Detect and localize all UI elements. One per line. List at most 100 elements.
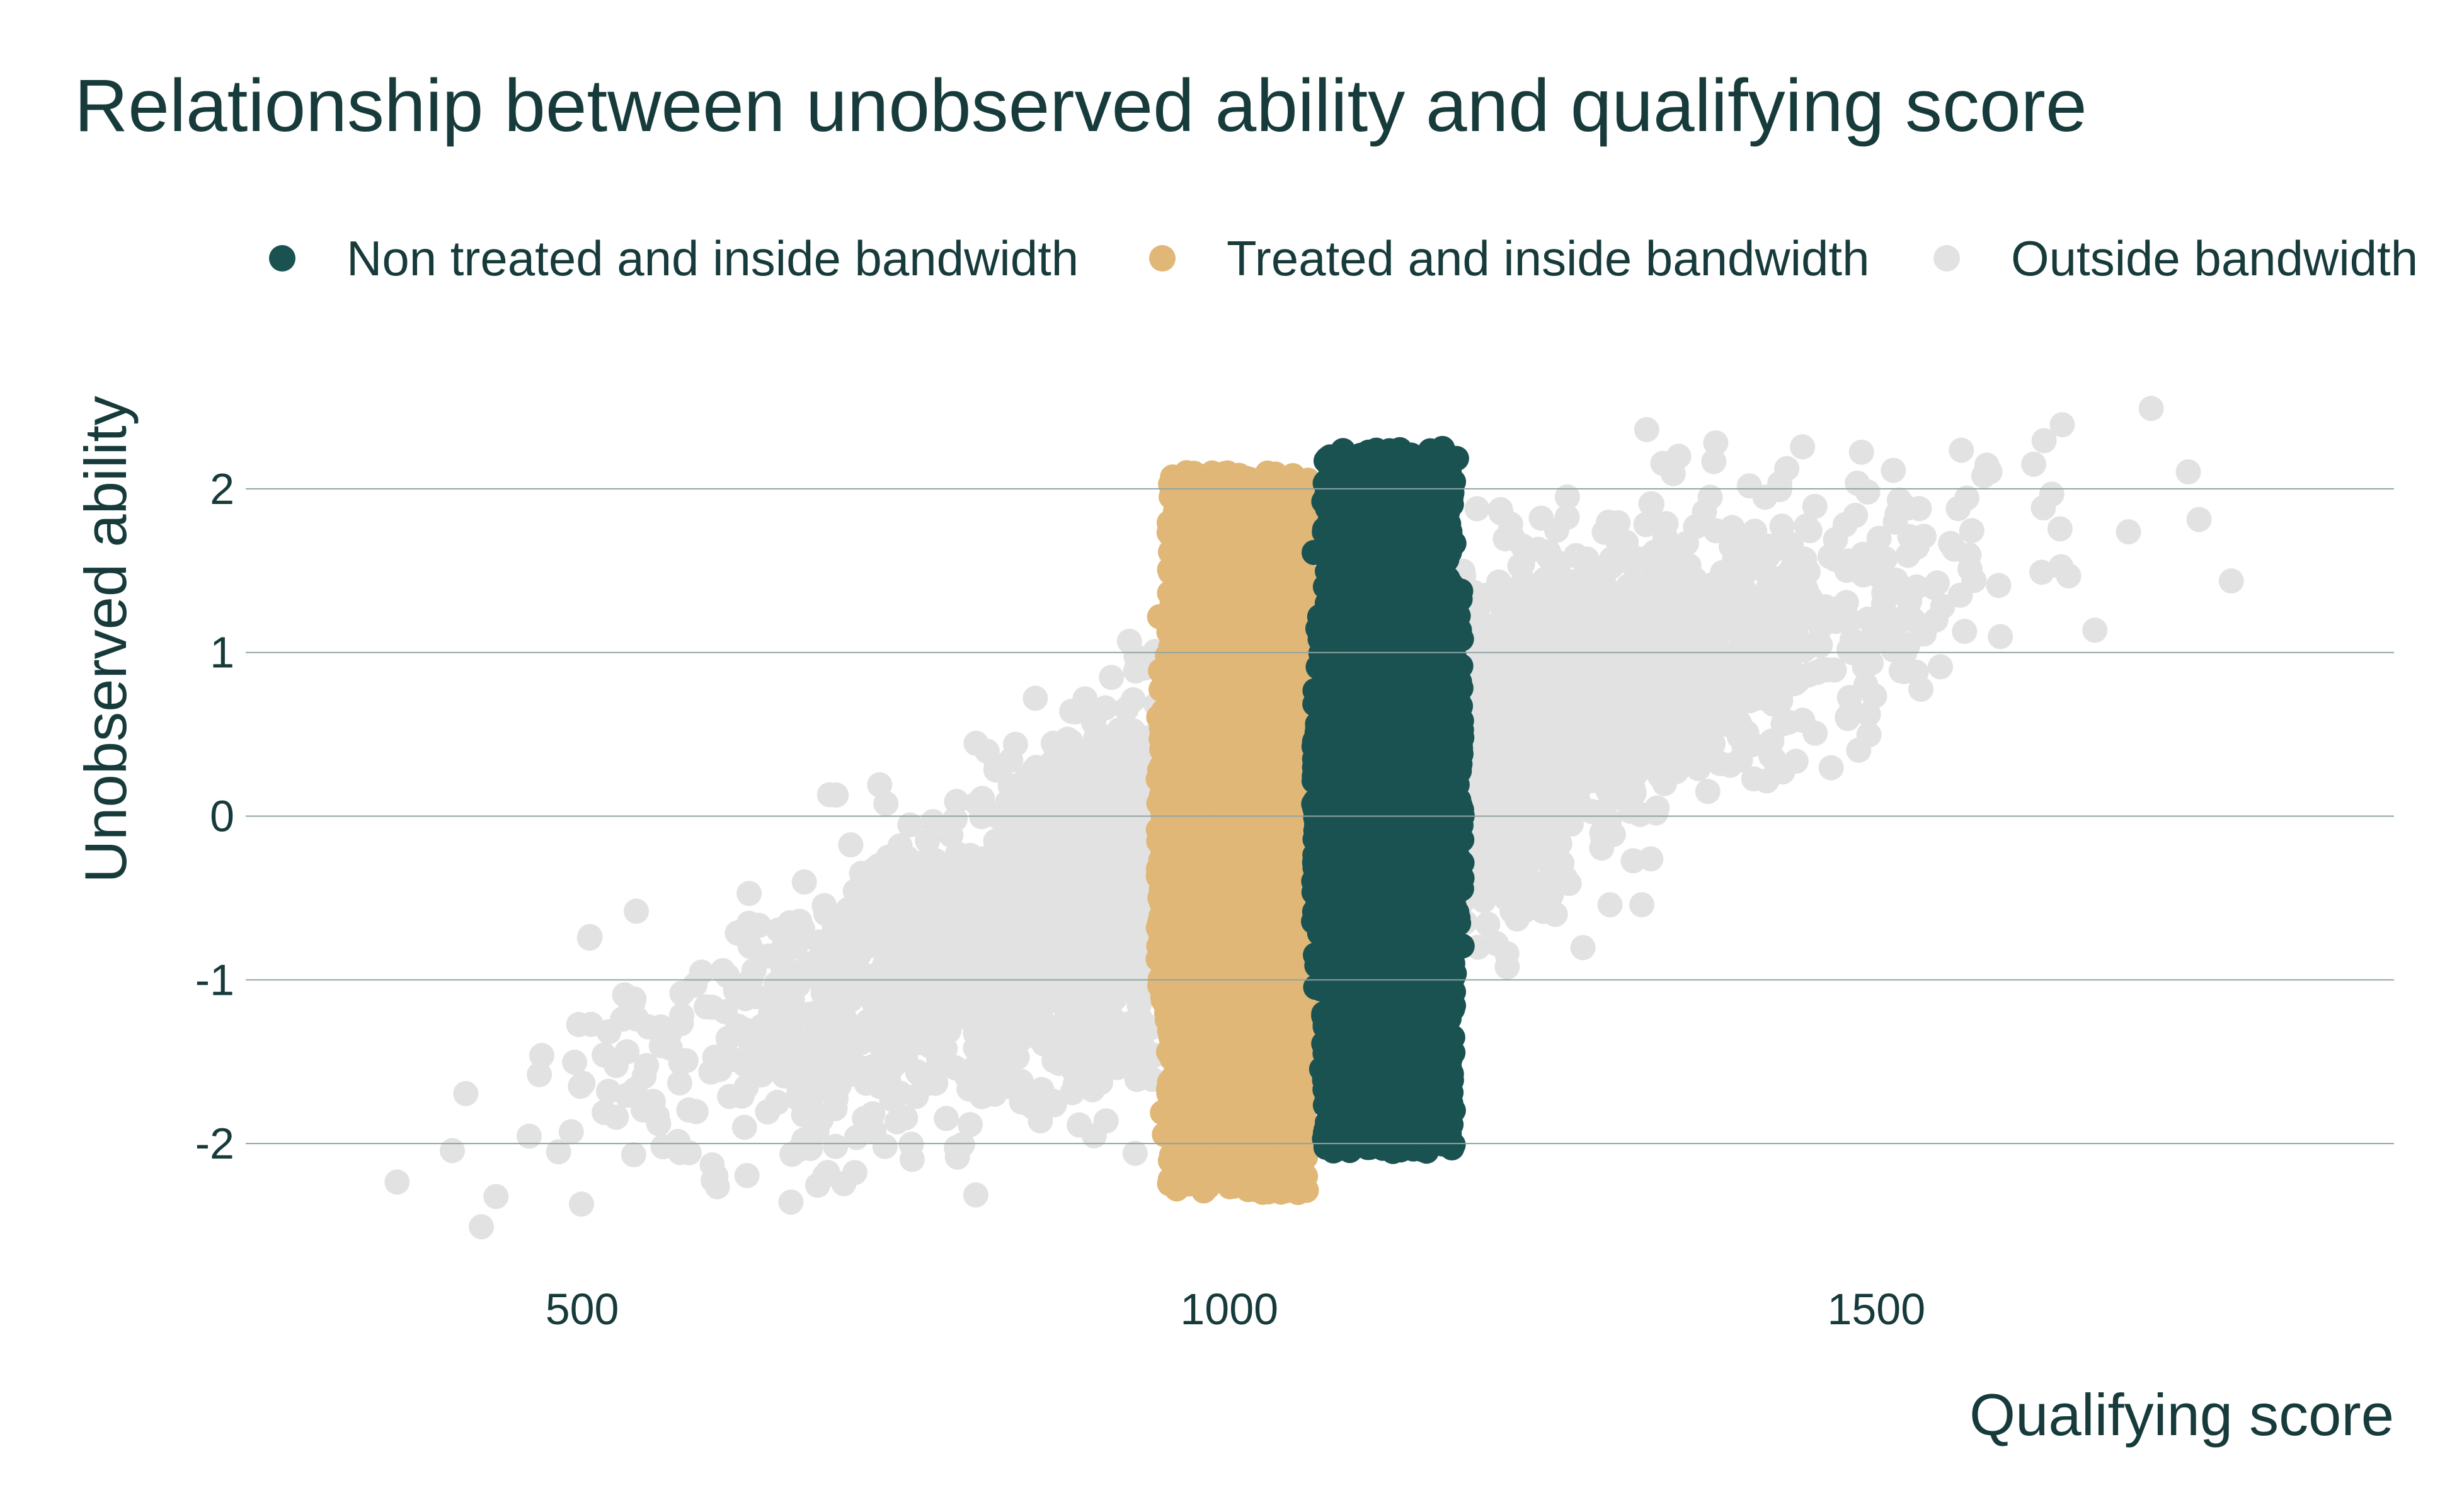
data-point [1028, 1108, 1053, 1134]
data-point [1647, 763, 1673, 789]
data-point [765, 917, 791, 943]
data-point [1035, 889, 1060, 915]
data-point [881, 905, 907, 931]
legend: Non treated and inside bandwidth Treated … [269, 231, 2418, 286]
data-point [1513, 789, 1538, 815]
data-point [631, 1097, 656, 1123]
data-point [2138, 396, 2164, 421]
data-point [1091, 844, 1116, 870]
data-point [710, 958, 736, 983]
data-point [934, 1106, 959, 1131]
data-point [847, 880, 873, 906]
data-point [610, 1006, 636, 1032]
data-point [881, 949, 907, 975]
data-point [917, 942, 942, 968]
data-point [1017, 994, 1043, 1020]
data-point [1949, 437, 1974, 463]
data-point [1855, 479, 1881, 505]
data-point [1986, 573, 2012, 598]
data-point [1589, 835, 1615, 861]
data-point [1634, 416, 1659, 442]
data-point [1024, 833, 1050, 859]
data-point [1487, 496, 1513, 522]
data-point [668, 1011, 694, 1036]
data-point [2175, 459, 2201, 484]
data-point [1109, 785, 1135, 811]
chart-title: Relationship between unobserved ability … [74, 64, 2087, 147]
data-point [940, 941, 966, 967]
data-point [1602, 612, 1628, 638]
data-point [908, 1001, 934, 1027]
data-point [1482, 690, 1508, 716]
data-point [1531, 764, 1557, 789]
data-point [1474, 636, 1500, 662]
data-point [729, 1083, 755, 1109]
data-point [1722, 688, 1748, 714]
data-point [694, 994, 719, 1020]
data-point [778, 1189, 804, 1215]
data-point [1790, 434, 1816, 460]
data-point [781, 977, 806, 1003]
data-point [1774, 455, 1800, 481]
data-point [791, 869, 817, 895]
data-point [920, 809, 946, 835]
data-point [1586, 726, 1611, 752]
data-point [976, 1043, 1002, 1069]
data-point [1632, 724, 1658, 749]
data-point [701, 1167, 726, 1193]
data-point [1667, 622, 1693, 648]
data-point [1082, 1046, 1108, 1072]
data-point [2218, 568, 2244, 594]
data-point [2021, 451, 2047, 477]
data-point [483, 1184, 509, 1210]
data-point [562, 1050, 588, 1075]
data-point [950, 917, 976, 942]
data-point [932, 985, 958, 1011]
data-point [923, 1070, 949, 1096]
data-point [1775, 709, 1801, 735]
data-point [736, 881, 762, 907]
data-point [1848, 439, 1874, 465]
data-point [1702, 624, 1728, 650]
data-point [915, 828, 941, 854]
data-point [669, 980, 695, 1006]
data-point [1093, 1108, 1119, 1134]
legend-marker-2 [1149, 245, 1176, 272]
data-point [1852, 544, 1877, 570]
data-point [969, 1006, 995, 1032]
data-point [1746, 634, 1772, 660]
data-point [1941, 536, 1967, 562]
data-point [1552, 735, 1578, 761]
data-point [612, 982, 638, 1008]
data-point [1769, 513, 1795, 539]
data-point [958, 1112, 983, 1138]
data-point [1492, 526, 1518, 552]
scatter-points [384, 396, 2244, 1240]
data-point [2056, 563, 2082, 589]
data-point [997, 978, 1022, 1004]
legend-label-1: Non treated and inside bandwidth [346, 231, 1079, 286]
data-point [1835, 704, 1860, 730]
data-point [1866, 525, 1892, 551]
data-point [702, 1045, 728, 1070]
data-point [893, 1105, 919, 1131]
data-point [1639, 508, 1664, 534]
data-point [1125, 747, 1150, 773]
data-point [755, 1099, 781, 1125]
data-point [1507, 677, 1533, 702]
data-point [1904, 574, 1930, 600]
data-point [1703, 518, 1729, 544]
data-point [1908, 677, 1933, 702]
data-point [683, 1099, 709, 1125]
data-point [1111, 891, 1137, 917]
data-point [1078, 968, 1104, 994]
data-point [1057, 862, 1083, 888]
data-point [748, 1062, 774, 1088]
data-point [1952, 619, 1978, 644]
data-point [867, 772, 893, 798]
data-point [1988, 624, 2013, 650]
data-point [1852, 654, 1877, 680]
data-point [895, 980, 921, 1005]
data-point [1688, 654, 1714, 679]
data-point [1489, 833, 1515, 859]
